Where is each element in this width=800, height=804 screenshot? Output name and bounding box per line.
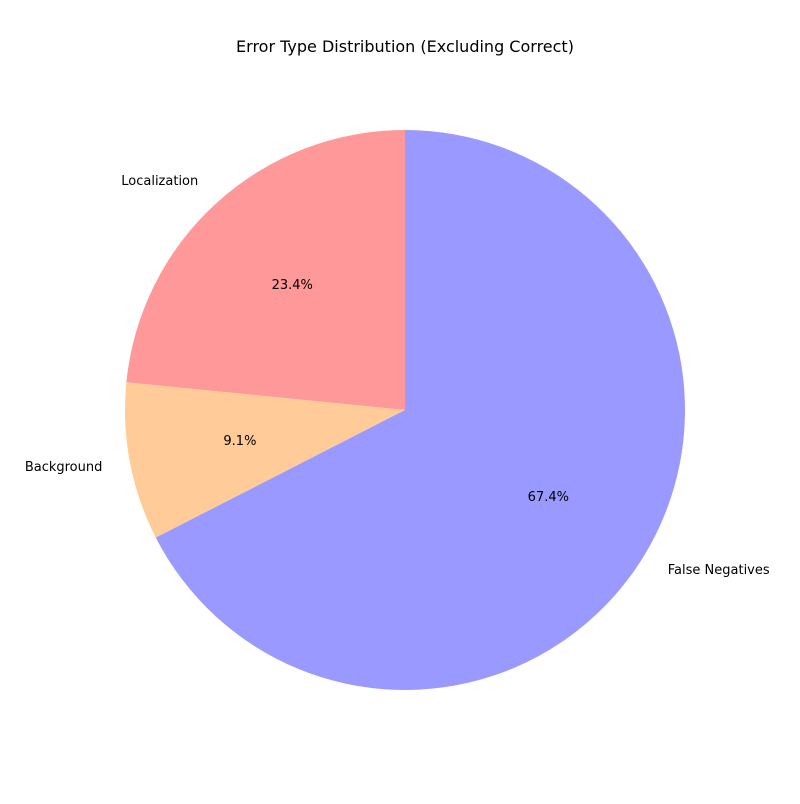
slice-percent-localization: 23.4% <box>272 278 313 293</box>
slice-percent-false-negatives: 67.4% <box>528 490 569 505</box>
pie-slice-false-negatives <box>155 130 686 691</box>
pie-labels: Localization 23.4% Background 9.1% False Neg… <box>25 174 770 578</box>
pie-slices <box>125 130 686 691</box>
pie-slice-background <box>125 382 405 538</box>
slice-label-background: Background <box>25 460 103 475</box>
slice-label-false-negatives: False Negatives <box>668 563 770 578</box>
pie-slice-localization <box>126 130 406 410</box>
slice-label-localization: Localization <box>121 174 198 189</box>
chart-title: Error Type Distribution (Excluding Corre… <box>236 37 574 56</box>
slice-percent-background: 9.1% <box>223 434 256 449</box>
